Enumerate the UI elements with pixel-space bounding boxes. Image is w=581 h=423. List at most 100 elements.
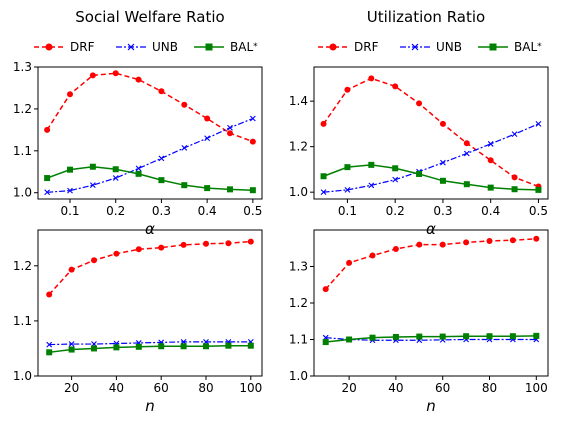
legend-unb-r: UNB: [400, 40, 462, 54]
chart-2-series-1-point-0: [46, 341, 53, 348]
chart-1-series-0-point-7: [487, 157, 494, 164]
chart-3-series-2-point-5: [439, 333, 446, 340]
chart-0-series-0-point-2: [89, 72, 96, 79]
chart-0-series-0-point-9: [249, 138, 256, 145]
chart-2-series-0-point-2: [91, 257, 97, 264]
chart-1-series-0-point-1: [344, 86, 351, 93]
legend-unb-label: UNB: [152, 40, 178, 54]
chart-1-series-0-point-8: [511, 174, 518, 181]
chart-1-xlabel: α: [426, 220, 436, 238]
chart-0-series-2-point-5: [158, 177, 165, 184]
chart-0-series-1-point-4: [135, 165, 142, 172]
chart-0-series-1-line: [47, 117, 254, 193]
chart-0-series-0-point-5: [158, 88, 165, 95]
chart-1-series-2-point-9: [535, 186, 542, 193]
chart-1-xtick-label-0: 0.1: [338, 204, 357, 218]
chart-3-xtick-label-3: 80: [482, 381, 497, 395]
chart-0-ytick-label-1: 1.1: [13, 144, 32, 158]
legend-unb-line-icon: [116, 43, 146, 51]
chart-0-series-2-point-1: [67, 166, 73, 173]
chart-1-series-1-point-9: [535, 121, 542, 127]
chart-3-xtick-label-4: 100: [525, 381, 548, 395]
chart-3-ytick-label-3: 1.3: [289, 260, 308, 274]
chart-1-series-0-point-5: [439, 120, 446, 127]
chart-0-series-1-point-3: [112, 175, 119, 181]
chart-1-series-2-point-4: [416, 170, 423, 177]
chart-3-series-2-point-6: [463, 333, 470, 340]
chart-3-series-1-line: [325, 337, 537, 341]
chart-2-series-2-point-0: [46, 349, 53, 356]
chart-3-series-2-point-4: [416, 333, 423, 340]
chart-3-frame: [313, 229, 549, 377]
chart-0-series-0-point-7: [204, 115, 211, 122]
chart-1-series-1-point-5: [440, 159, 446, 166]
chart-1-series-2-point-2: [368, 161, 375, 168]
chart-0-xtick-label-1: 0.2: [106, 204, 125, 218]
chart-0-series-1-point-9: [249, 115, 256, 122]
chart-3-series-2-point-3: [392, 333, 399, 340]
legend-unb: UNB: [116, 40, 178, 54]
chart-0-series-1-point-0: [44, 189, 51, 196]
chart-1-series-2-point-7: [487, 184, 494, 191]
chart-1-xtick-label-2: 0.3: [433, 204, 452, 218]
legend-bal-label: BAL: [230, 40, 254, 54]
chart-2-xtick-label-4: 100: [239, 381, 262, 395]
chart-1: 0.1 0.2 0.3 0.4 0.5 1.0 1.2 1.4 α: [289, 66, 549, 238]
chart-0-ytick-label-2: 1.2: [13, 102, 32, 116]
chart-0-xtick-label-0: 0.1: [60, 204, 79, 218]
chart-3-series-0-point-6: [463, 239, 470, 246]
chart-0-xtick-label-2: 0.3: [152, 204, 171, 218]
legend-left: DRF UNB BAL *: [30, 40, 280, 60]
chart-2-series-2-point-5: [158, 343, 165, 350]
chart-1-series-0-point-6: [463, 140, 470, 147]
chart-1-xtick-label-4: 0.5: [529, 204, 548, 218]
chart-3-series-2-point-9: [533, 332, 540, 339]
chart-0-series-0-point-1: [67, 91, 73, 98]
chart-1-series-2-line: [323, 164, 539, 191]
chart-3-series-0-point-5: [439, 241, 446, 248]
chart-1-xtick-label-3: 0.4: [481, 204, 500, 218]
chart-1-series-1-point-6: [463, 150, 470, 157]
chart-2-series-2-point-9: [247, 342, 254, 349]
chart-3: 20 40 60 80 100 1.0 1.1 1.2 1.3 n: [289, 229, 549, 415]
chart-2-xtick-label-0: 20: [64, 381, 79, 395]
chart-0-series-0-point-6: [181, 101, 188, 108]
chart-1-series-1-line: [323, 123, 539, 193]
chart-1-series-0-line: [322, 77, 539, 188]
legend-bal-line-icon: [194, 43, 224, 51]
chart-1-ytick-label-0: 1.0: [289, 185, 308, 199]
chart-2-series-0-point-4: [135, 246, 142, 253]
chart-0-xlabel: α: [145, 220, 155, 238]
chart-3-series-2-point-7: [486, 333, 493, 340]
chart-0-series-2-point-6: [181, 182, 188, 189]
chart-1-ytick-label-2: 1.4: [289, 94, 308, 108]
chart-3-series-0-point-0: [322, 286, 329, 293]
legend-right: DRF UNB BAL *: [314, 40, 564, 60]
chart-2: 20 40 60 80 100 1.0 1.1 1.2 n: [13, 229, 263, 415]
chart-2-series-0-point-3: [113, 250, 120, 257]
chart-3-series-0-point-2: [369, 252, 376, 259]
chart-2-series-1-line: [49, 341, 251, 346]
chart-1-series-1-point-2: [368, 182, 375, 189]
chart-2-series-0-point-1: [68, 266, 75, 273]
chart-2-xtick-label-2: 60: [154, 381, 169, 395]
chart-0-series-2-point-7: [204, 185, 211, 192]
chart-0-series-0-point-0: [44, 126, 51, 133]
chart-0-series-2-point-0: [44, 175, 51, 182]
chart-3-series-2-point-1: [346, 336, 353, 343]
chart-3-series-0-point-1: [346, 259, 353, 266]
chart-3-xtick-label-1: 40: [388, 381, 403, 395]
chart-2-series-0-point-5: [158, 244, 165, 251]
chart-1-series-0-point-2: [368, 75, 375, 82]
chart-0-xtick-label-3: 0.4: [198, 204, 217, 218]
chart-1-series-0-point-4: [416, 100, 423, 107]
legend-drf-r-label: DRF: [354, 40, 379, 54]
chart-1-series-2-point-6: [463, 181, 470, 188]
chart-2-series-0-point-7: [203, 240, 209, 247]
chart-2-xlabel: n: [145, 397, 155, 415]
legend-drf-r-line-icon: [318, 43, 348, 51]
legend-bal-r-sup: *: [537, 42, 542, 52]
chart-2-series-2-point-7: [203, 343, 209, 350]
chart-1-series-1-point-0: [320, 189, 327, 196]
